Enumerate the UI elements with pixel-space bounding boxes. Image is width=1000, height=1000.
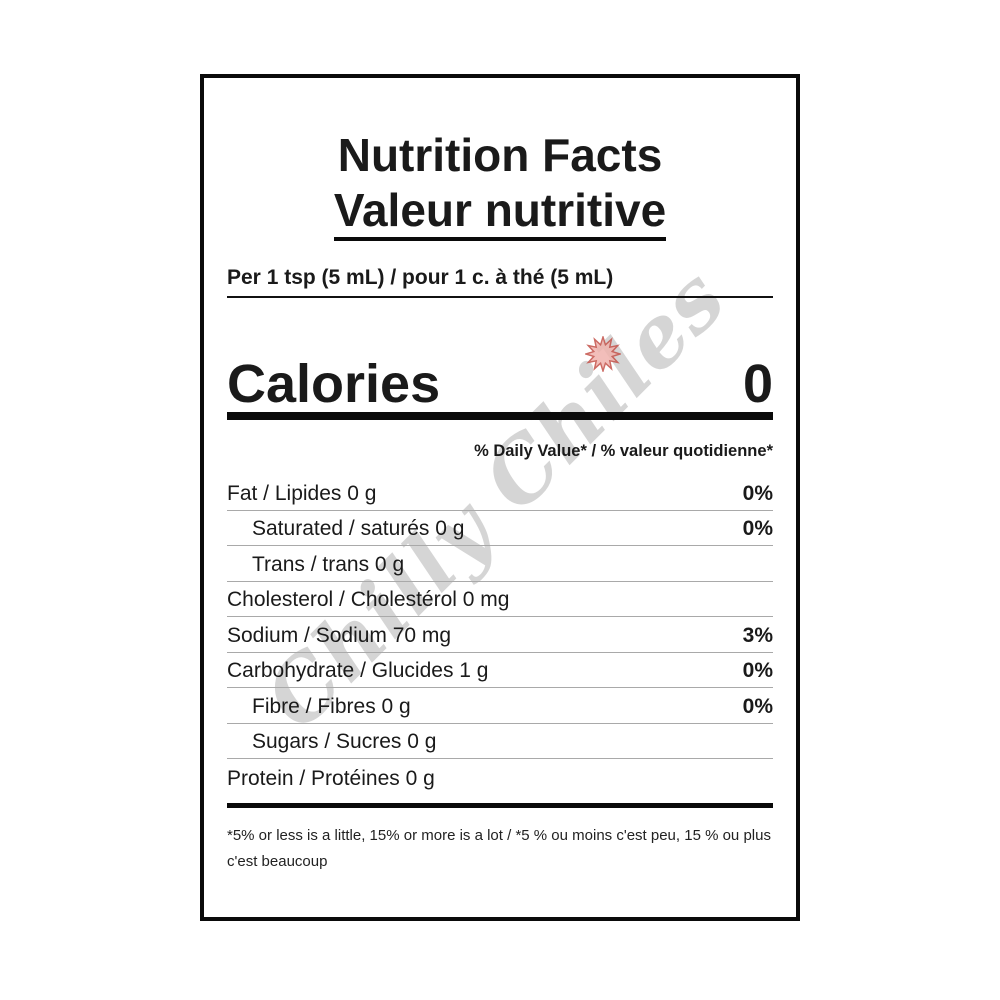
nutrient-row-fibre: Fibre / Fibres 0 g 0%: [227, 688, 773, 724]
nutrition-facts-label: Nutrition Facts Valeur nutritive Per 1 t…: [200, 74, 800, 921]
nutrient-row-trans: Trans / trans 0 g: [227, 546, 773, 582]
nutrient-row-cholesterol: Cholesterol / Cholestérol 0 mg: [227, 582, 773, 617]
nutrient-daily-value: 3%: [742, 623, 773, 647]
nutrient-name: Trans / trans 0 g: [252, 552, 405, 576]
title-french-wrap: Valeur nutritive: [227, 185, 773, 241]
nutrient-daily-value: 0%: [742, 659, 773, 682]
nutrient-name: Fibre / Fibres 0 g: [252, 694, 411, 718]
daily-value-header: % Daily Value* / % valeur quotidienne*: [474, 442, 773, 460]
footnote: *5% or less is a little, 15% or more is …: [227, 826, 771, 870]
serving-size-line: Per 1 tsp (5 mL) / pour 1 c. à thé (5 mL…: [227, 265, 773, 298]
nutrient-name: Sodium / Sodium 70 mg: [227, 623, 452, 647]
calories-label: Calories: [227, 354, 441, 414]
nutrient-name: Carbohydrate / Glucides 1 g: [227, 659, 489, 682]
nutrient-row-protein: Protein / Protéines 0 g: [227, 759, 773, 795]
nutrient-daily-value: 0%: [742, 694, 773, 718]
title-english: Nutrition Facts: [337, 129, 663, 181]
nutrient-row-carbohydrate: Carbohydrate / Glucides 1 g 0%: [227, 653, 773, 688]
nutrient-name: Cholesterol / Cholestérol 0 mg: [227, 588, 510, 611]
nutrient-name: Fat / Lipides 0 g: [227, 481, 377, 505]
bottom-divider-bar: [227, 802, 773, 808]
nutrient-name: Saturated / saturés 0 g: [252, 517, 465, 540]
nutrient-rows: Fat / Lipides 0 g 0% Saturated / saturés…: [227, 475, 773, 795]
nutrient-row-sugars: Sugars / Sucres 0 g: [227, 724, 773, 759]
nutrient-row-saturated: Saturated / saturés 0 g 0%: [227, 511, 773, 546]
nutrient-name: Sugars / Sucres 0 g: [252, 730, 437, 753]
calories-divider-bar: [227, 412, 773, 420]
title-french: Valeur nutritive: [333, 185, 667, 241]
nutrient-row-sodium: Sodium / Sodium 70 mg 3%: [227, 617, 773, 653]
nutrient-daily-value: 0%: [742, 517, 773, 540]
nutrient-name: Protein / Protéines 0 g: [227, 766, 435, 790]
nutrient-row-fat: Fat / Lipides 0 g 0%: [227, 475, 773, 511]
calories-row: Calories 0: [227, 356, 773, 412]
nutrient-daily-value: 0%: [742, 481, 773, 505]
calories-value: 0: [742, 354, 773, 414]
